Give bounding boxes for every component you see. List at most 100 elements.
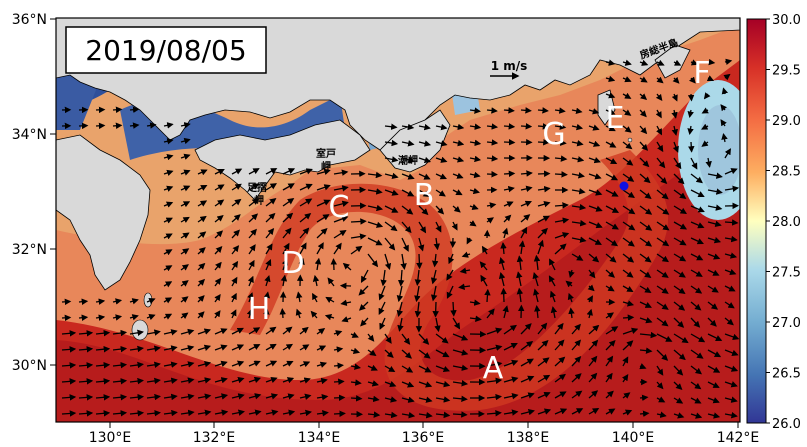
velocity-arrow <box>180 264 189 271</box>
velocity-arrow <box>605 312 614 319</box>
velocity-arrow <box>520 392 535 399</box>
velocity-arrow <box>78 346 94 353</box>
velocity-arrow <box>248 393 262 400</box>
velocity-arrow <box>605 408 616 415</box>
velocity-arrow <box>299 344 310 351</box>
velocity-arrow <box>435 396 451 403</box>
velocity-arrow <box>163 281 173 288</box>
velocity-arrow <box>231 276 238 287</box>
velocity-arrow <box>673 221 688 230</box>
velocity-arrow <box>112 394 128 401</box>
velocity-arrow <box>605 269 615 278</box>
velocity-arrow <box>263 291 271 303</box>
velocity-arrow <box>112 122 123 129</box>
velocity-arrow <box>554 139 567 146</box>
velocity-arrow <box>333 330 343 337</box>
velocity-arrow <box>180 361 195 368</box>
velocity-arrow <box>554 202 569 209</box>
velocity-arrow <box>656 269 669 278</box>
velocity-arrow <box>656 285 669 294</box>
velocity-arrow <box>673 365 684 376</box>
velocity-arrow <box>588 253 600 263</box>
velocity-arrow <box>605 205 620 213</box>
velocity-arrow <box>690 237 704 245</box>
velocity-arrow <box>605 59 616 66</box>
velocity-arrow <box>95 345 111 353</box>
velocity-arrow <box>367 171 383 179</box>
velocity-arrow <box>400 253 407 270</box>
velocity-arrow <box>350 245 363 255</box>
velocity-arrow <box>231 409 245 416</box>
velocity-arrow <box>673 157 682 170</box>
velocity-arrow <box>380 269 387 287</box>
velocity-arrow <box>516 271 523 287</box>
velocity-arrow <box>146 297 156 304</box>
velocity-arrow <box>112 361 128 369</box>
map-frame <box>55 17 741 423</box>
velocity-arrow <box>586 295 593 303</box>
velocity-arrow <box>197 169 208 176</box>
velocity-arrow <box>486 377 503 385</box>
velocity-arrow <box>554 322 564 335</box>
velocity-arrow <box>622 327 639 335</box>
velocity-arrow <box>452 156 465 163</box>
velocity-arrow <box>724 148 731 159</box>
velocity-arrow <box>469 315 482 322</box>
colorbar-tick-label: 27.5 <box>772 266 801 281</box>
velocity-arrow <box>537 107 549 114</box>
velocity-arrow <box>435 189 446 197</box>
velocity-arrow <box>61 394 77 401</box>
velocity-arrow <box>435 411 451 419</box>
velocity-arrow <box>498 257 506 271</box>
velocity-arrow <box>554 232 570 239</box>
velocity-arrow <box>265 168 278 175</box>
velocity-arrow <box>358 285 369 296</box>
velocity-arrow <box>418 123 431 131</box>
velocity-arrow <box>316 199 331 207</box>
velocity-arrow <box>129 361 144 369</box>
velocity-arrow <box>452 123 465 131</box>
velocity-arrow <box>265 183 278 191</box>
velocity-arrow <box>537 374 551 383</box>
velocity-arrow <box>282 326 293 335</box>
velocity-arrow <box>180 169 191 176</box>
velocity-arrow <box>588 140 601 147</box>
velocity-arrow <box>452 364 469 371</box>
velocity-arrow <box>316 184 331 191</box>
velocity-arrow <box>452 395 468 403</box>
velocity-arrow <box>672 141 679 153</box>
velocity-arrow <box>466 237 473 245</box>
velocity-arrow <box>180 248 190 255</box>
velocity-arrow <box>622 59 632 66</box>
velocity-arrow <box>129 409 145 417</box>
velocity-arrow <box>571 390 583 399</box>
velocity-arrow <box>639 76 648 83</box>
velocity-arrow <box>549 290 556 303</box>
velocity-arrow <box>434 317 441 333</box>
y-tick-label: 36°N <box>12 12 47 28</box>
velocity-arrow <box>486 202 497 209</box>
velocity-arrow <box>537 322 548 335</box>
velocity-arrow <box>452 411 468 418</box>
velocity-arrow <box>61 362 77 369</box>
velocity-arrow <box>214 409 229 416</box>
velocity-arrow <box>588 173 602 180</box>
velocity-arrow <box>214 199 225 207</box>
velocity-arrow <box>418 237 425 252</box>
velocity-arrow <box>721 133 728 143</box>
velocity-arrow <box>639 317 653 324</box>
velocity-arrow <box>299 212 312 223</box>
velocity-arrow <box>401 189 415 197</box>
velocity-arrow <box>671 125 678 136</box>
velocity-arrow <box>418 333 430 345</box>
velocity-arrow <box>503 409 519 416</box>
velocity-arrow <box>656 59 665 66</box>
velocity-arrow <box>586 308 593 319</box>
velocity-arrow <box>554 243 567 255</box>
velocity-arrow <box>414 301 422 318</box>
velocity-arrow <box>231 344 245 351</box>
velocity-arrow <box>554 171 568 178</box>
velocity-arrow <box>639 59 649 66</box>
velocity-arrow <box>484 288 491 303</box>
velocity-arrow <box>687 93 695 102</box>
